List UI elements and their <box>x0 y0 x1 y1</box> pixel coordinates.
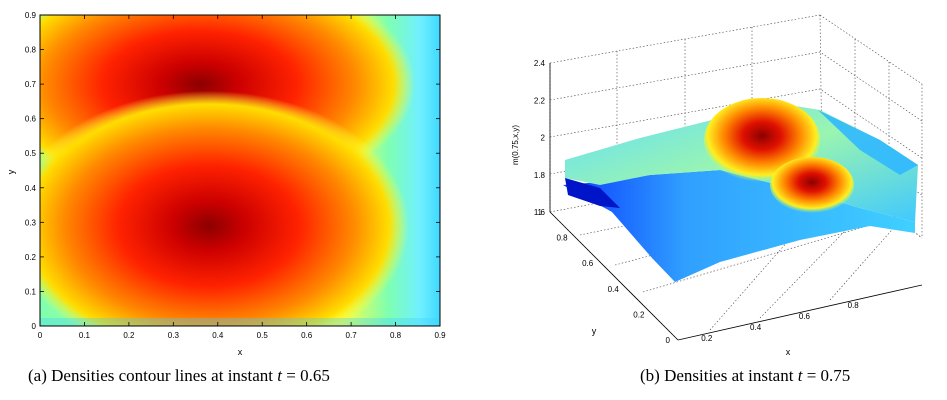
x-tick-label: 0.8 <box>848 301 860 310</box>
y-tick-label: 0.9 <box>25 11 37 20</box>
caption-b: (b) Densities at instant t = 0.75 <box>640 366 851 385</box>
x-tick-label: 0.2 <box>701 334 713 343</box>
density-peak-lower <box>40 90 409 326</box>
y-axis-line <box>549 211 679 341</box>
caption-a: (a) Densities contour lines at instant t… <box>28 366 330 385</box>
z-tick-label: 2 <box>541 134 546 143</box>
y-tick-label: 0.5 <box>25 149 37 158</box>
y-axis-ticks: 0 0.1 0.2 0.3 0.4 0.5 0.6 0.7 0.8 0.9 <box>25 11 440 331</box>
x-tick-label: 0.3 <box>168 331 180 340</box>
y-tick-label: 0.8 <box>556 234 568 243</box>
y-tick-label: 0.2 <box>633 310 645 319</box>
y-tick-label: 0.1 <box>25 287 37 296</box>
x-tick-label: 0 <box>38 331 43 340</box>
x-tick-label: 0.5 <box>257 331 269 340</box>
y-tick-label: 0.4 <box>608 285 620 294</box>
x-tick-label: 0.4 <box>750 323 762 332</box>
z-tick-label: 2.4 <box>534 59 546 68</box>
x-tick-label: 0.7 <box>346 331 358 340</box>
x-tick-label: 0.6 <box>799 312 811 321</box>
y-axis-ticks: 0 0.2 0.4 0.6 0.8 1 <box>538 208 671 345</box>
z-tick-label: 1.8 <box>534 171 546 180</box>
y-tick-label: 0 <box>666 336 671 345</box>
x-tick-label: 0.1 <box>79 331 91 340</box>
z-axis-label: m(0.75,x,y) <box>511 125 520 165</box>
z-axis-ticks: 1.6 1.8 2 2.2 2.4 <box>534 59 546 217</box>
y-tick-label: 1 <box>538 208 543 217</box>
y-tick-label: 0 <box>32 322 37 331</box>
surface-peak-secondary <box>770 157 854 213</box>
y-tick-label: 0.4 <box>25 184 37 193</box>
x-axis-ticks: 0 0.1 0.2 0.3 0.4 0.5 0.6 0.7 0.8 0.9 <box>38 15 446 340</box>
x-tick-label: 0.4 <box>212 331 224 340</box>
y-tick-label: 0.2 <box>25 253 37 262</box>
y-tick-label: 0.3 <box>25 218 37 227</box>
x-axis-ticks: 0.2 0.4 0.6 0.8 <box>701 301 859 343</box>
x-axis-label: x <box>786 347 791 357</box>
y-axis-label: y <box>592 326 597 336</box>
y-axis-label: y <box>6 169 16 174</box>
x-axis-label: x <box>238 347 243 357</box>
z-tick-label: 2.2 <box>534 96 546 105</box>
plot-frame <box>39 14 441 327</box>
y-tick-label: 0.6 <box>25 115 37 124</box>
y-tick-label: 0.6 <box>582 259 594 268</box>
y-tick-label: 0.7 <box>25 80 37 89</box>
heatmap-chart: 0 0.1 0.2 0.3 0.4 0.5 0.6 0.7 0.8 0.9 00.10.20.30… <box>6 11 446 357</box>
density-surface <box>563 98 918 282</box>
y-tick-label: 0.8 <box>25 46 37 55</box>
surface-chart: 1.61.822.22.4 00.20.40.60.81 0.20.40.60.… <box>511 14 923 357</box>
z-tick-label: 1.6 <box>534 208 546 217</box>
heatmap-field <box>40 15 440 326</box>
x-tick-label: 0.8 <box>390 331 402 340</box>
x-tick-label: 0.9 <box>434 331 446 340</box>
x-tick-label: 0.2 <box>123 331 135 340</box>
x-tick-label: 0.6 <box>301 331 313 340</box>
x-axis-line <box>677 284 923 341</box>
